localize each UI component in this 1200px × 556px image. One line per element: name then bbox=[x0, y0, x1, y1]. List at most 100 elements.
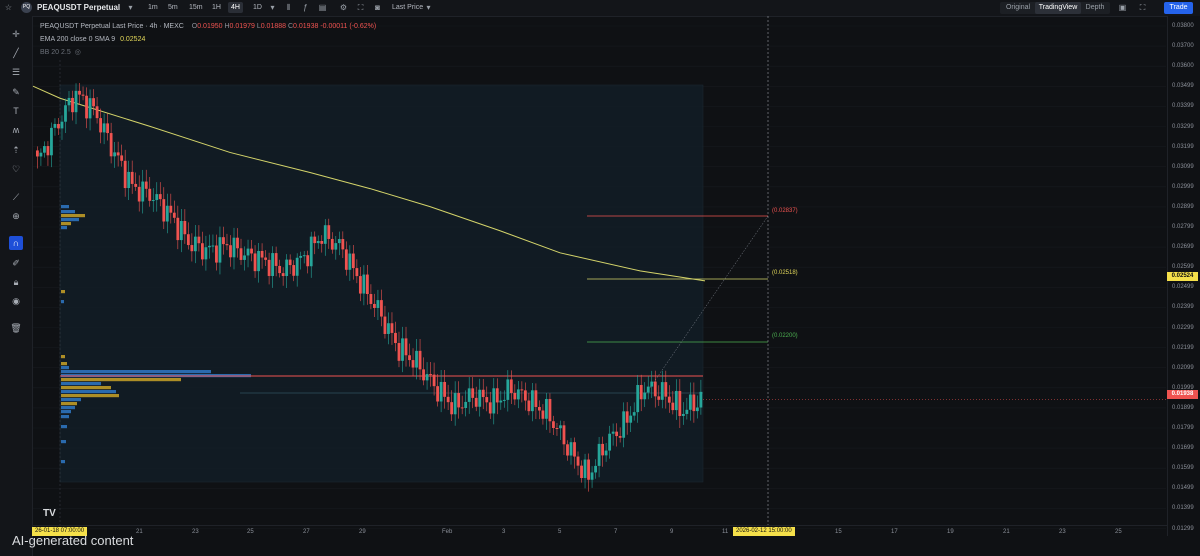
candle-body bbox=[481, 389, 485, 398]
draw-mode-icon[interactable]: ✐ bbox=[12, 258, 20, 268]
pattern-icon[interactable]: ʍ bbox=[12, 125, 20, 135]
candle-body bbox=[260, 250, 264, 258]
volume-profile-bar bbox=[61, 222, 71, 226]
timeframe-1d[interactable]: 1D bbox=[253, 4, 262, 11]
view-depth-tab[interactable]: Depth bbox=[1085, 4, 1105, 11]
candle-body bbox=[211, 245, 215, 247]
view-tradingview-tab[interactable]: TradingView bbox=[1035, 2, 1081, 14]
chevron-down-icon[interactable]: ▾ bbox=[128, 3, 133, 12]
candle-body bbox=[236, 237, 239, 249]
candle-body bbox=[545, 398, 548, 419]
candle-body bbox=[685, 409, 689, 414]
timeframe-4h[interactable]: 4H bbox=[228, 2, 243, 13]
candle-body bbox=[239, 248, 243, 260]
candle-body bbox=[309, 236, 313, 267]
timeframe-15m[interactable]: 15m bbox=[189, 4, 203, 11]
camera-icon[interactable]: ◙ bbox=[375, 3, 380, 12]
crosshair-icon[interactable]: ✛ bbox=[12, 29, 20, 39]
cursor-time-tag: 2026-02-12 15:00:00 bbox=[733, 527, 795, 536]
candle-body bbox=[506, 379, 510, 400]
eye-icon[interactable]: ◉ bbox=[12, 296, 20, 306]
time-axis[interactable]: 26-01-18 07:00:00 2026-02-12 15:00:00 21… bbox=[32, 525, 1167, 537]
candle-body bbox=[453, 393, 457, 415]
volume-profile-bar bbox=[61, 210, 75, 214]
timeframe-5m[interactable]: 5m bbox=[168, 4, 178, 11]
magnet-icon[interactable]: ∩ bbox=[9, 236, 23, 250]
fullscreen-icon[interactable]: ⛶ bbox=[1139, 3, 1146, 12]
candle-body bbox=[172, 212, 176, 218]
text-icon[interactable]: T bbox=[13, 106, 19, 116]
candle-body bbox=[341, 239, 345, 250]
trade-button[interactable]: Trade bbox=[1164, 2, 1193, 14]
star-icon[interactable]: ☆ bbox=[4, 3, 13, 12]
last-price-tag: 0.01938 bbox=[1167, 390, 1198, 399]
candle-body bbox=[355, 268, 359, 277]
candle-type-icon[interactable]: ⫴ bbox=[286, 3, 291, 12]
price-tick-label: 0.03499 bbox=[1172, 83, 1194, 90]
symbol-selector[interactable]: PEAQUSDT Perpetual bbox=[37, 3, 121, 12]
candle-body bbox=[141, 181, 145, 202]
candle-body bbox=[650, 381, 654, 387]
candle-body bbox=[229, 245, 232, 258]
candle-body bbox=[320, 241, 324, 244]
brush-icon[interactable]: ✎ bbox=[12, 87, 20, 97]
candle-body bbox=[576, 456, 580, 466]
candle-body bbox=[253, 253, 257, 272]
forecast-icon[interactable]: ⇡ bbox=[12, 145, 20, 155]
candle-body bbox=[120, 155, 124, 161]
chevron-down-icon[interactable]: ▾ bbox=[426, 3, 431, 12]
fullscreen-icon[interactable]: ⛶ bbox=[357, 3, 364, 12]
price-tick-label: 0.03700 bbox=[1172, 43, 1194, 50]
eye-icon[interactable]: ◎ bbox=[74, 49, 81, 56]
candle-body bbox=[218, 237, 222, 263]
candle-body bbox=[457, 393, 461, 408]
candle-body bbox=[646, 386, 650, 393]
volume-profile-bar bbox=[61, 398, 81, 402]
candle-body bbox=[67, 97, 71, 106]
ruler-icon[interactable]: ⟋ bbox=[12, 192, 20, 202]
candle-body bbox=[43, 146, 46, 153]
candle-body bbox=[197, 236, 201, 244]
layout-icon[interactable]: ▣ bbox=[1118, 3, 1127, 12]
candle-body bbox=[594, 465, 597, 473]
fib-level-label: (0.02518) bbox=[772, 270, 798, 276]
horizontal-lines-icon[interactable]: ☰ bbox=[11, 67, 21, 77]
volume-profile-bar bbox=[61, 440, 66, 444]
candle-body bbox=[527, 400, 531, 412]
volume-profile-bar bbox=[61, 382, 101, 386]
volume-profile-bar bbox=[61, 402, 77, 406]
candle-body bbox=[678, 390, 682, 416]
price-source-select[interactable]: Last Price bbox=[392, 4, 424, 11]
timeframe-1m[interactable]: 1m bbox=[148, 4, 158, 11]
candle-body bbox=[587, 459, 590, 480]
candle-body bbox=[530, 390, 534, 412]
candle-body bbox=[590, 472, 594, 480]
candle-body bbox=[404, 338, 408, 356]
candle-body bbox=[85, 95, 88, 119]
candle-body bbox=[376, 300, 380, 308]
candle-body bbox=[573, 442, 576, 457]
start-time-tag: 26-01-18 07:00:00 bbox=[32, 527, 88, 536]
trash-icon[interactable]: 🗑︎ bbox=[10, 323, 22, 333]
volume-profile-bar bbox=[61, 290, 65, 294]
trend-line-icon[interactable]: ╱ bbox=[13, 48, 19, 58]
volume-profile-bar bbox=[61, 390, 116, 394]
candle-body bbox=[411, 360, 415, 368]
candle-body bbox=[46, 146, 50, 156]
candle-body bbox=[109, 133, 113, 157]
timeframe-1h[interactable]: 1H bbox=[212, 4, 221, 11]
chevron-down-icon[interactable]: ▾ bbox=[270, 3, 275, 12]
indicators-icon[interactable]: ƒ bbox=[303, 3, 308, 12]
view-switch: Original TradingView Depth bbox=[1000, 2, 1110, 14]
heart-icon[interactable]: ♡ bbox=[11, 164, 21, 174]
view-original-tab[interactable]: Original bbox=[1005, 4, 1031, 11]
zoom-in-icon[interactable]: ⊕ bbox=[12, 211, 20, 221]
layout-icon[interactable]: ▤ bbox=[318, 3, 327, 12]
candle-body bbox=[436, 386, 440, 402]
candle-body bbox=[169, 205, 173, 213]
settings-icon[interactable]: ⚙ bbox=[339, 3, 348, 12]
legend-high: 0.01979 bbox=[229, 23, 255, 30]
lock-icon[interactable]: 🔒︎ bbox=[13, 277, 19, 287]
candle-body bbox=[162, 199, 166, 222]
